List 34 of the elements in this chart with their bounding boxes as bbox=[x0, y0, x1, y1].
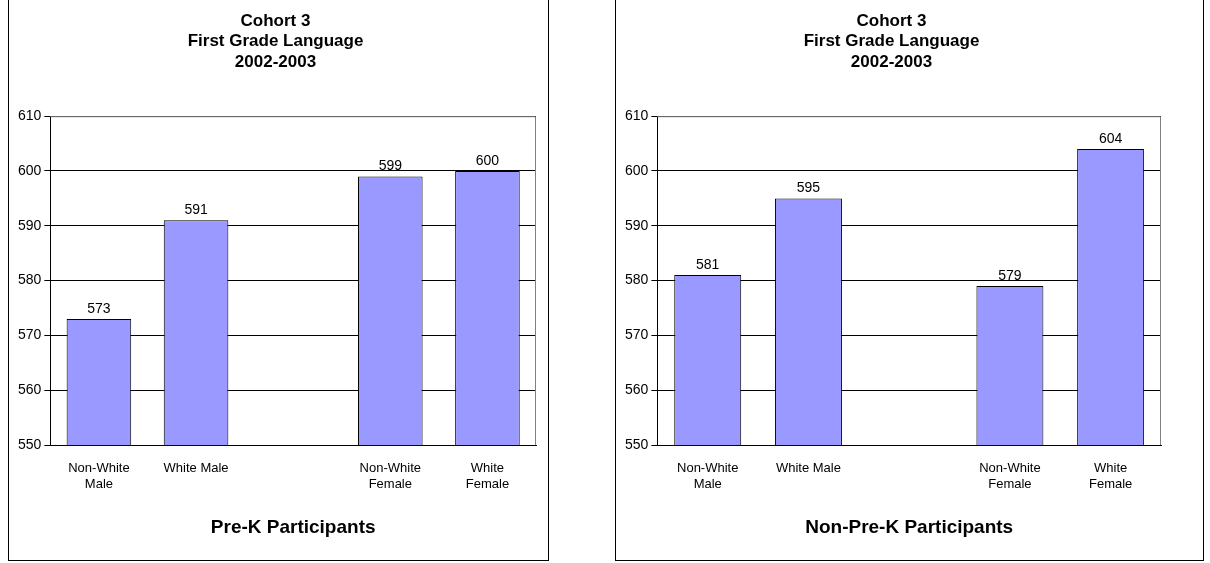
y-tick-label: 570 bbox=[625, 326, 649, 343]
data-label: 591 bbox=[184, 201, 208, 218]
x-tick-label: Non-White Female bbox=[979, 460, 1041, 491]
y-tick-label: 570 bbox=[18, 326, 42, 343]
x-tick-label: White Male bbox=[163, 460, 229, 476]
data-label: 573 bbox=[87, 299, 111, 316]
y-tick-label: 590 bbox=[625, 216, 649, 233]
x-axis-title: Pre-K Participants bbox=[210, 515, 376, 537]
y-tick-label: 600 bbox=[18, 161, 42, 178]
x-tick-label: Non-White Female bbox=[359, 460, 422, 491]
data-label: 599 bbox=[378, 157, 403, 174]
y-tick-label: 590 bbox=[18, 216, 42, 233]
x-axis-title: Non-Pre-K Participants bbox=[805, 515, 1014, 537]
y-tick-label: 580 bbox=[625, 271, 649, 288]
data-label: 604 bbox=[1098, 129, 1123, 146]
chart-title: Cohort 3 First Grade Language 2002-2003 bbox=[187, 10, 364, 71]
data-label: 579 bbox=[998, 266, 1022, 283]
x-tick-label: Non-White Male bbox=[677, 460, 739, 491]
x-tick-label: White Female bbox=[465, 460, 510, 491]
y-tick-label: 580 bbox=[18, 271, 42, 288]
y-tick-label: 550 bbox=[18, 435, 42, 452]
y-tick-label: 560 bbox=[18, 381, 42, 398]
chart-title: Cohort 3 First Grade Language 2002-2003 bbox=[803, 10, 980, 71]
y-tick-label: 600 bbox=[625, 161, 649, 178]
data-label: 581 bbox=[696, 255, 720, 272]
y-tick-label: 550 bbox=[625, 435, 649, 452]
y-tick-label: 610 bbox=[625, 107, 649, 124]
y-tick-label: 610 bbox=[18, 107, 42, 124]
data-label: 600 bbox=[475, 151, 500, 168]
x-tick-label: Non-White Male bbox=[68, 460, 130, 491]
x-tick-label: White Female bbox=[1088, 460, 1133, 491]
data-label: 595 bbox=[796, 179, 821, 196]
y-tick-label: 560 bbox=[625, 381, 649, 398]
x-tick-label: White Male bbox=[775, 460, 841, 476]
